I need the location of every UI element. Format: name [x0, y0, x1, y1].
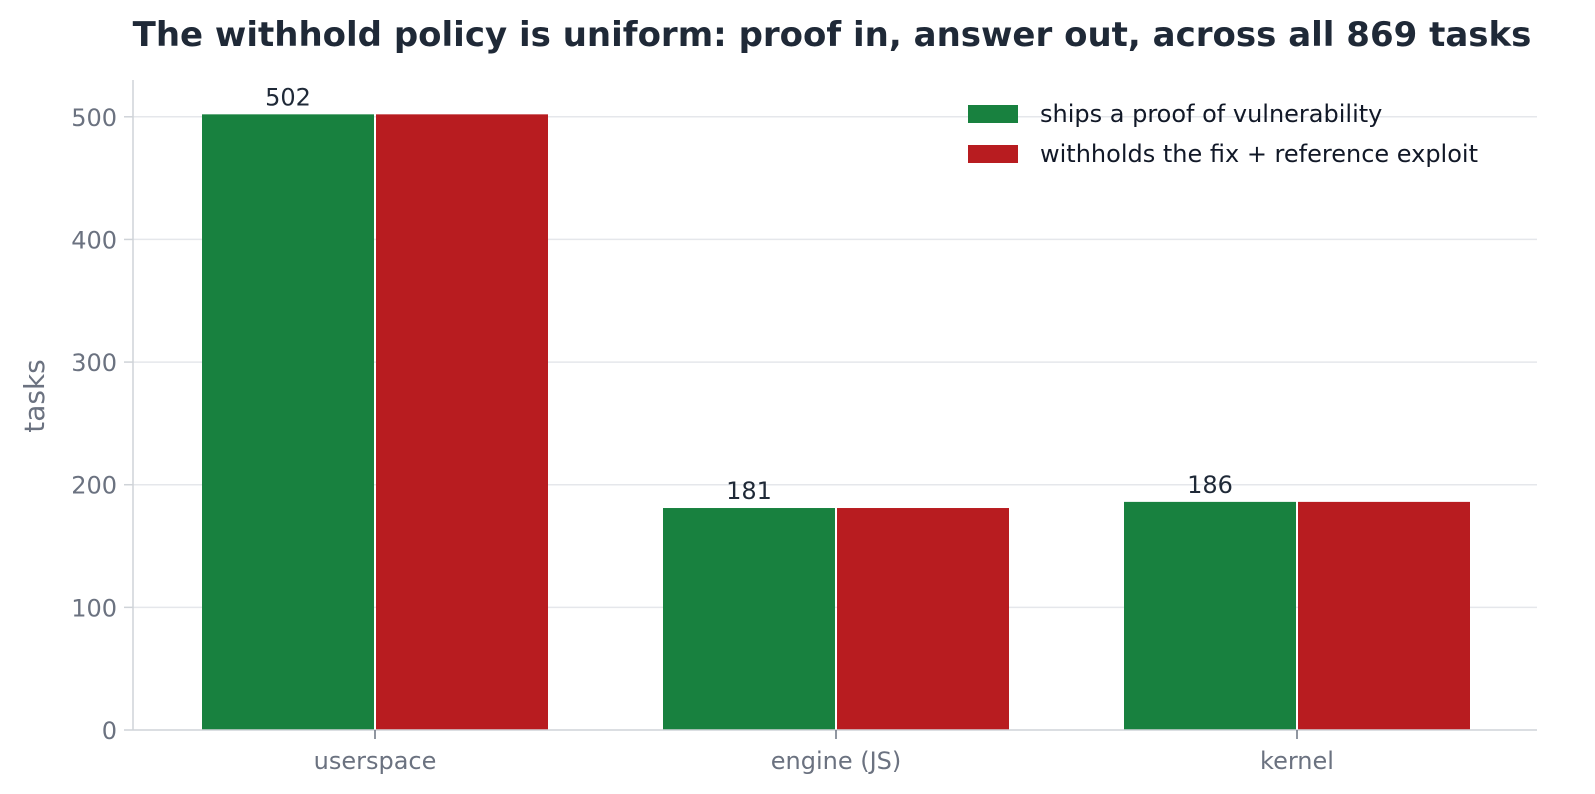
x-tick-label: kernel — [1260, 747, 1334, 775]
y-tick-label: 100 — [71, 594, 117, 622]
y-axis-label: tasks — [18, 359, 51, 433]
legend-swatch — [968, 105, 1018, 123]
bar-withhold-2 — [1298, 501, 1470, 730]
y-tick-label: 400 — [71, 226, 117, 254]
y-tick-label: 200 — [71, 472, 117, 500]
legend-label: withholds the fix + reference exploit — [1040, 140, 1478, 168]
bar-withhold-0 — [376, 114, 548, 731]
data-labels: 502 181 186 — [265, 83, 1233, 505]
bar-proof-0 — [202, 114, 374, 731]
axes: 0 100 200 300 400 500 userspace engine (JS) kern… — [71, 80, 1537, 775]
legend: ships a proof of vulnerability withholds … — [968, 100, 1478, 168]
data-label: 186 — [1187, 471, 1233, 499]
legend-label: ships a proof of vulnerability — [1040, 100, 1382, 128]
bar-proof-2 — [1124, 501, 1296, 730]
y-tick-label: 500 — [71, 104, 117, 132]
y-tick-label: 300 — [71, 349, 117, 377]
bar-proof-1 — [663, 508, 835, 730]
x-tick-label: engine (JS) — [771, 747, 902, 775]
bar-withhold-1 — [837, 508, 1009, 730]
data-label: 502 — [265, 83, 311, 111]
chart-title: The withhold policy is uniform: proof in… — [133, 15, 1532, 55]
data-label: 181 — [726, 477, 772, 505]
bars — [202, 114, 1470, 731]
x-tick-label: userspace — [314, 747, 437, 775]
y-tick-label: 0 — [102, 717, 117, 745]
legend-swatch — [968, 145, 1018, 163]
